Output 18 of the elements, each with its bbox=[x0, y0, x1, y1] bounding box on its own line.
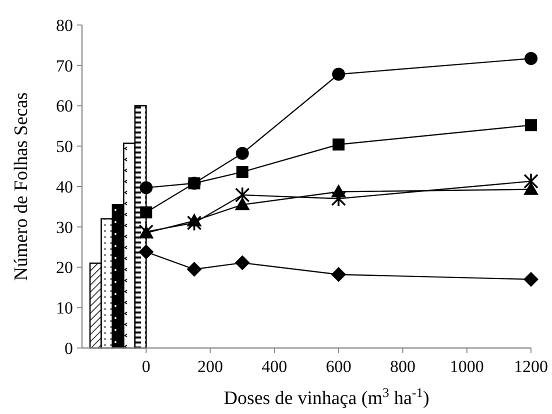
y-tick-label: 30 bbox=[56, 218, 73, 237]
y-tick-label: 70 bbox=[56, 56, 73, 76]
x-tick-label: 0 bbox=[142, 357, 150, 376]
y-tick-label: 60 bbox=[56, 96, 73, 116]
x-axis-title: Doses de vinhaça (m$^{3}$ ha$^{-1}$) bbox=[224, 384, 430, 409]
x-tick-label: 1000 bbox=[450, 357, 484, 376]
y-axis-title: Número de Folhas Secas bbox=[11, 92, 32, 281]
y-tick-label: 20 bbox=[56, 258, 73, 278]
x-tick-label: 800 bbox=[390, 357, 416, 376]
x-tick-label: 1200 bbox=[514, 357, 548, 376]
y-tick-label: 0 bbox=[64, 338, 73, 358]
y-tick-label: 10 bbox=[56, 298, 73, 318]
x-tick-label: 200 bbox=[198, 357, 224, 376]
y-tick-label: 50 bbox=[56, 137, 73, 156]
y-tick-label: 40 bbox=[56, 177, 73, 196]
x-tick-label: 400 bbox=[262, 357, 288, 376]
x-tick-label: 600 bbox=[326, 357, 352, 376]
y-tick-label: 80 bbox=[56, 16, 73, 35]
